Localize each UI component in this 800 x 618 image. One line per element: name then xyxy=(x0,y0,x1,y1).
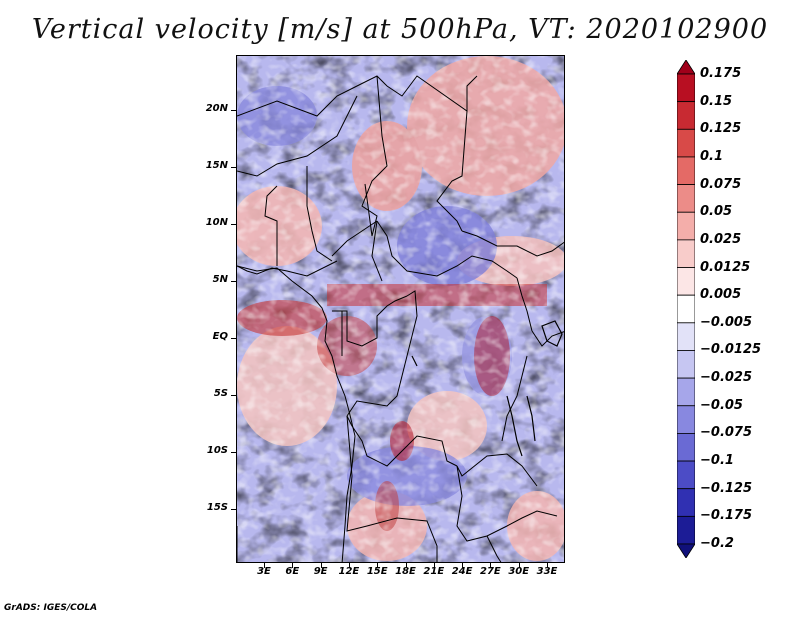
lon-label: 21E xyxy=(423,566,445,577)
colorbar-label: −0.025 xyxy=(700,370,753,386)
colorbar-label: 0.005 xyxy=(700,287,742,303)
lon-tick xyxy=(405,563,407,568)
colorbar-bin xyxy=(677,460,695,490)
lon-tick xyxy=(320,563,322,568)
lon-tick xyxy=(292,563,294,568)
colorbar-bin xyxy=(677,515,695,545)
lat-tick xyxy=(231,224,236,225)
colorbar xyxy=(677,60,695,558)
colorbar-label: −0.1 xyxy=(700,453,734,469)
lon-tick xyxy=(348,563,350,568)
colorbar-bin xyxy=(677,101,695,130)
map-title: Vertical velocity [m/s] at 500hPa, VT: 2… xyxy=(31,14,769,45)
colorbar-bin xyxy=(677,377,695,407)
colorbar-bin xyxy=(677,350,695,379)
colorbar-label: −0.2 xyxy=(700,536,734,551)
lon-label: 6E xyxy=(285,566,300,577)
lat-tick xyxy=(231,509,236,510)
lakes xyxy=(411,320,563,457)
lon-tick xyxy=(490,563,492,568)
lat-tick xyxy=(231,110,236,111)
lat-label: 15N xyxy=(205,160,228,171)
colorbar-bin xyxy=(677,239,695,268)
lon-label: 3E xyxy=(257,566,271,577)
colorbar-label: −0.0125 xyxy=(700,342,762,358)
lat-label: 5N xyxy=(212,274,228,285)
lat-label: 20N xyxy=(205,103,228,114)
colorbar-label: 0.175 xyxy=(700,66,742,81)
colorbar-label: 0.0125 xyxy=(700,259,751,275)
lat-label: 5S xyxy=(213,388,228,399)
lon-tick xyxy=(518,563,520,568)
colorbar-bin xyxy=(677,60,695,75)
lon-label: 27E xyxy=(480,566,501,577)
lat-label: 10S xyxy=(206,445,228,456)
colorbar-bin xyxy=(677,73,695,103)
colorbar-label: −0.125 xyxy=(700,480,753,496)
colorbar-label: 0.125 xyxy=(700,121,742,137)
lat-tick xyxy=(231,338,236,339)
colorbar-label: 0.075 xyxy=(700,176,742,192)
lon-label: 12E xyxy=(338,566,360,577)
colorbar-label: 0.1 xyxy=(700,148,724,164)
lon-label: 33E xyxy=(536,566,558,577)
colorbar-bin xyxy=(677,322,695,351)
colorbar-bin xyxy=(677,405,695,434)
country-borders xyxy=(237,75,564,562)
grads-credit: GrADS: IGES/COLA xyxy=(4,603,98,613)
lon-label: 15E xyxy=(366,566,388,577)
colorbar-bin xyxy=(677,267,695,296)
colorbar-bin xyxy=(677,128,695,158)
colorbar-label: 0.025 xyxy=(700,231,742,247)
lat-tick xyxy=(231,281,236,282)
lat-tick xyxy=(231,167,236,168)
lon-tick xyxy=(377,563,379,568)
colorbar-label: 0.05 xyxy=(700,204,733,220)
colorbar-bin xyxy=(677,294,695,324)
lon-label: 24E xyxy=(451,566,473,577)
colorbar-bin xyxy=(677,488,695,517)
coastline xyxy=(237,265,356,562)
lat-label: EQ xyxy=(212,331,228,342)
lon-label: 30E xyxy=(508,566,530,577)
colorbar-label: −0.075 xyxy=(700,425,753,441)
lat-tick xyxy=(231,395,236,396)
lon-tick xyxy=(264,563,265,568)
lat-label: 10N xyxy=(205,217,228,228)
lat-label: 15S xyxy=(206,502,228,513)
colorbar-bin xyxy=(677,433,695,462)
colorbar-bin xyxy=(677,156,695,185)
colorbar-label: −0.005 xyxy=(700,314,753,330)
colorbar-label: −0.05 xyxy=(700,397,743,413)
colorbar-label: 0.15 xyxy=(700,93,733,109)
lon-tick xyxy=(547,563,548,568)
colorbar-label: −0.175 xyxy=(700,508,753,524)
lon-label: 18E xyxy=(395,566,416,577)
lon-tick xyxy=(462,563,464,568)
colorbar-bin xyxy=(677,543,695,558)
lat-tick xyxy=(231,452,236,453)
lon-label: 9E xyxy=(313,566,328,577)
colorbar-bin xyxy=(677,184,695,213)
velocity-map xyxy=(236,55,565,563)
colorbar-bin xyxy=(677,211,695,241)
lon-tick xyxy=(433,563,435,568)
